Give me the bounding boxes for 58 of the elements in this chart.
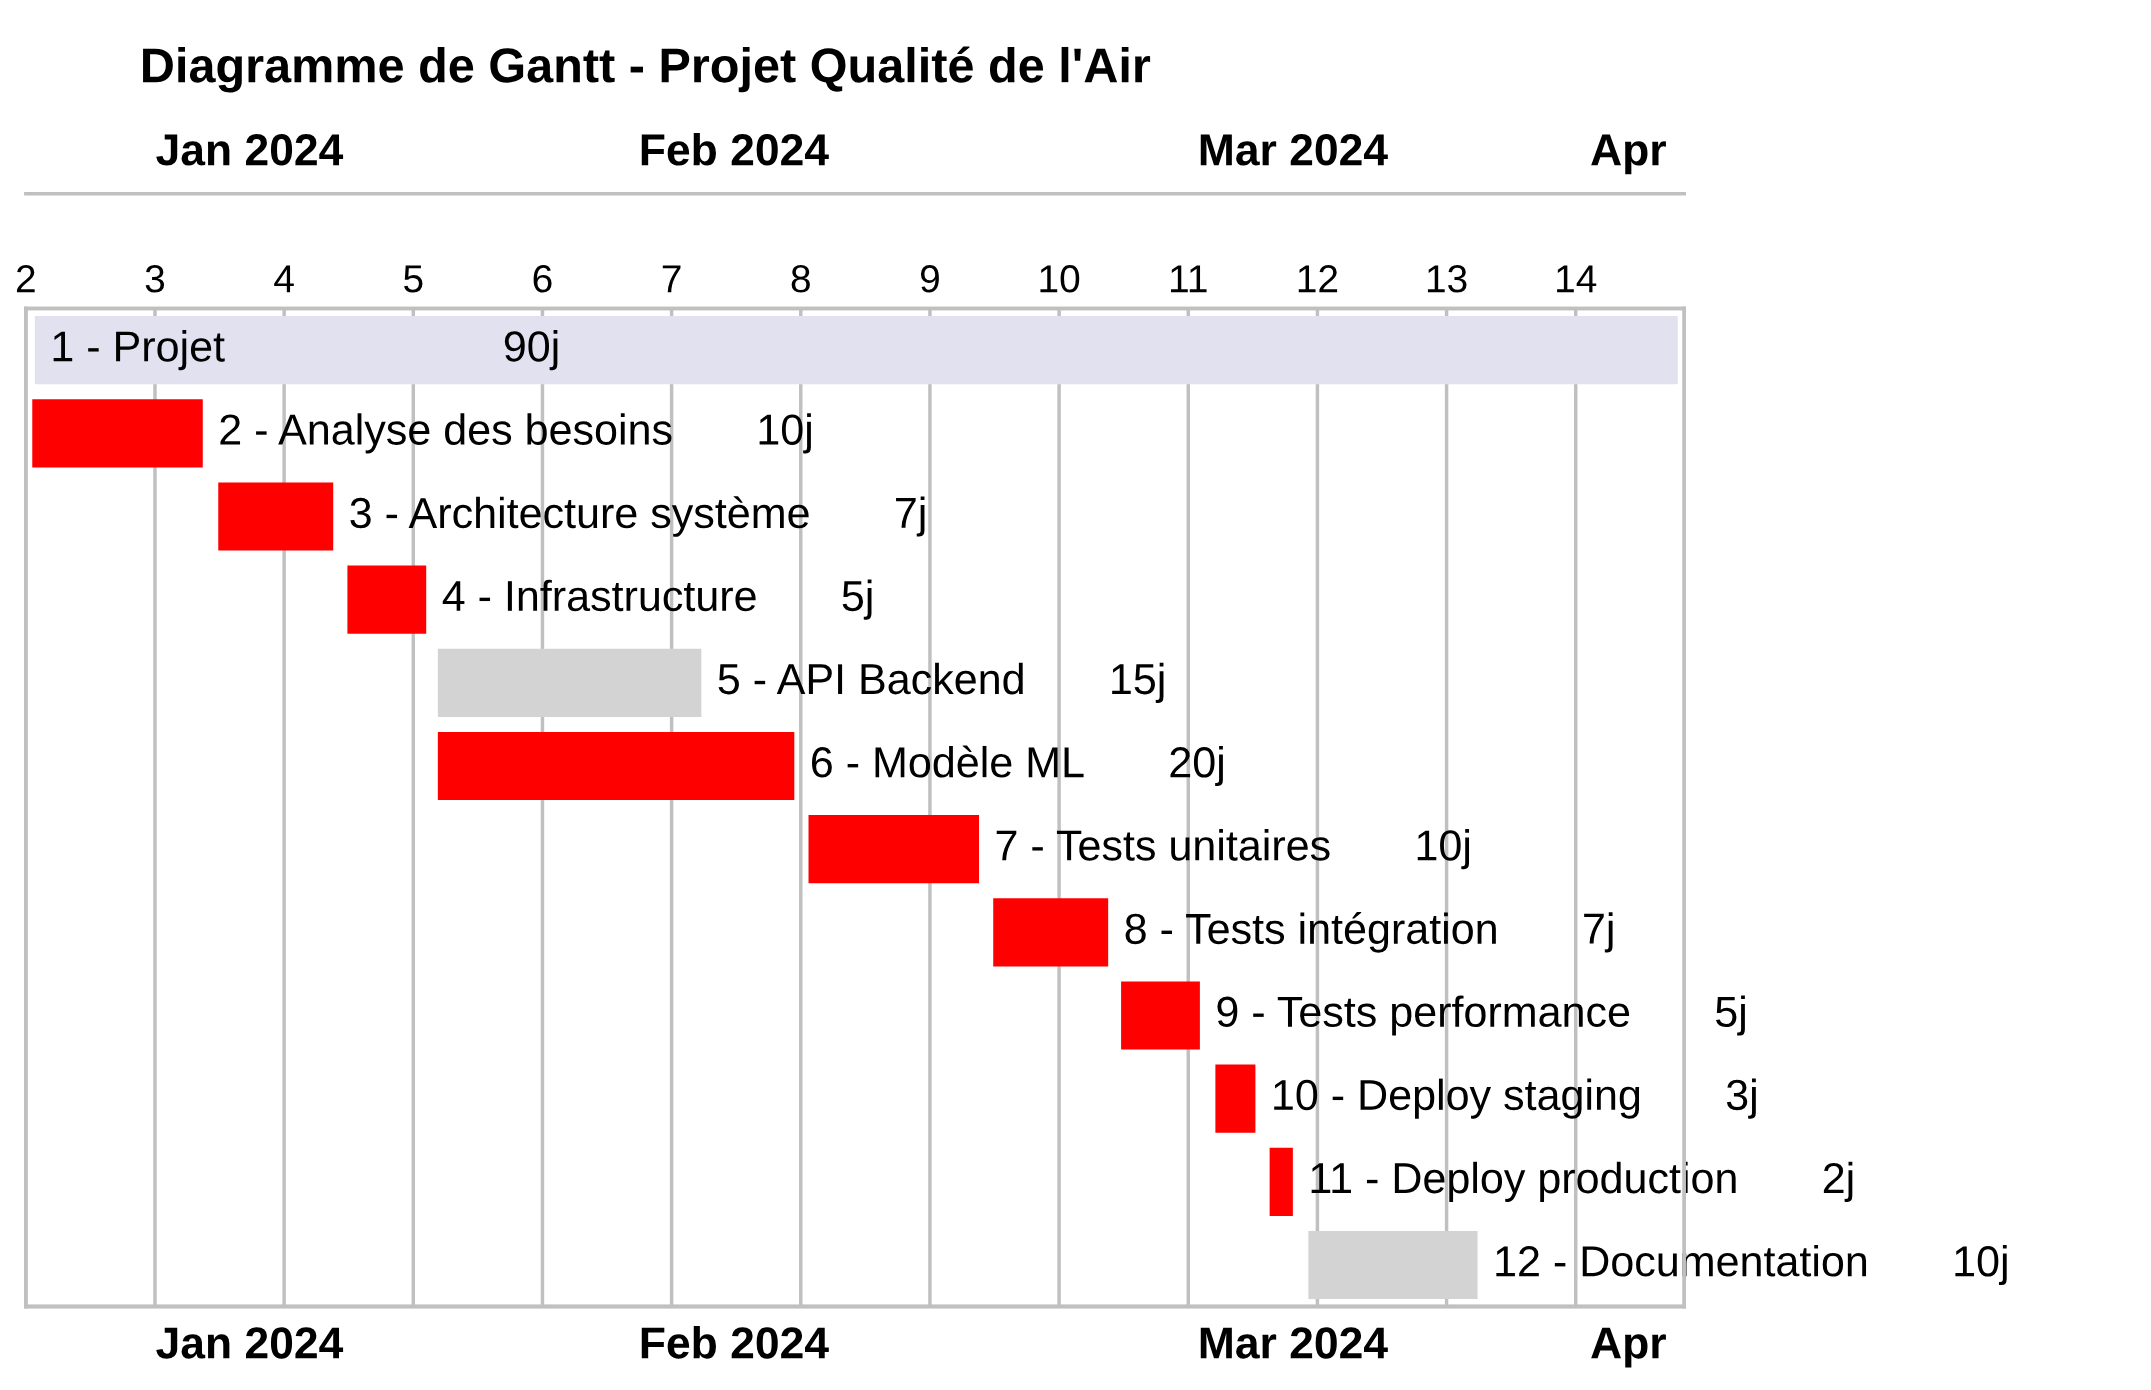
text: 5j	[1716, 995, 1745, 1036]
x-tick-label: 5	[404, 265, 423, 293]
annotation: 90j	[504, 330, 558, 371]
x2-tick-label: Feb 2024	[641, 1326, 829, 1359]
text: Mar 2024	[1200, 134, 1388, 166]
bar	[347, 565, 427, 634]
annotation: 7j	[1584, 912, 1613, 953]
bar	[1215, 1064, 1256, 1133]
y-tick-label: 11 - Deploy production	[1311, 1161, 1736, 1202]
text: Apr	[1591, 134, 1666, 175]
annotation: 7j	[896, 496, 925, 537]
y-tick-label: 4 - Infrastructure	[442, 579, 756, 612]
x-tick-label: 10	[1040, 265, 1080, 293]
bar	[993, 898, 1109, 967]
y-tick-label: 10 - Deploy staging	[1274, 1078, 1640, 1119]
y-tick-label: 6 - Modèle ML	[812, 745, 1084, 778]
y-tick-label: 7 - Tests unitaires	[996, 829, 1330, 861]
annotation: 15j	[1112, 662, 1164, 703]
bar	[32, 399, 203, 468]
y-tick-label: 5 - API Backend	[718, 662, 1023, 695]
y-tick-label: 12 - Documentation	[1496, 1244, 1867, 1277]
bar	[218, 482, 334, 551]
x-tick-label: 4	[274, 265, 294, 293]
text: Feb 2024	[641, 132, 829, 166]
text: 3j	[1726, 1078, 1756, 1119]
x2-tick-label: Mar 2024	[1200, 1327, 1388, 1359]
x2-tick-label: Apr	[1591, 1327, 1666, 1368]
y-tick-label: 3 - Architecture système	[350, 496, 809, 537]
y-tick-label: 8 - Tests intégration	[1125, 912, 1496, 953]
x-tick-label: 14	[1557, 265, 1597, 293]
bar	[437, 731, 795, 801]
text: 2j	[1823, 1161, 1853, 1202]
x-tick-label: 2	[16, 265, 35, 293]
annotation: 10j	[1417, 829, 1470, 870]
x-tick-label: 7	[662, 265, 681, 293]
text: 10j	[1955, 1244, 2007, 1286]
annotation: 5j	[842, 579, 872, 620]
y-tick-label: 1 - Projet	[53, 330, 225, 371]
x-tick-label: 13	[1427, 265, 1467, 293]
x-tick-label: 11	[1171, 265, 1207, 293]
x-tick-label: 8	[791, 265, 810, 293]
x-tick-label: 3	[145, 265, 165, 293]
bar	[808, 815, 980, 884]
bar	[1269, 1147, 1293, 1216]
annotation: 20j	[1170, 745, 1223, 787]
x2-tick-label: Jan 2024	[156, 1327, 344, 1359]
bar	[1308, 1230, 1478, 1300]
bar	[437, 648, 702, 717]
y-tick-label: 9 - Tests performance	[1217, 995, 1630, 1036]
x-tick-label: 6	[533, 265, 552, 293]
chart-title: Diagramme de Gantt - Projet Qualité de l'Air	[143, 46, 1151, 93]
y-tick-label: 2 - Analyse des besoins	[220, 413, 672, 454]
x-tick-label: 9	[920, 265, 939, 293]
x-tick-label: 12	[1298, 265, 1338, 293]
bar	[1121, 981, 1200, 1050]
annotation: 10j	[759, 413, 811, 454]
bar	[34, 316, 1678, 385]
text: Jan 2024	[156, 134, 344, 166]
